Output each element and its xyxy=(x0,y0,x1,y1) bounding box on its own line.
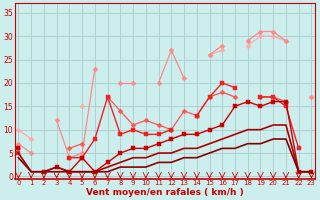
X-axis label: Vent moyen/en rafales ( km/h ): Vent moyen/en rafales ( km/h ) xyxy=(86,188,244,197)
